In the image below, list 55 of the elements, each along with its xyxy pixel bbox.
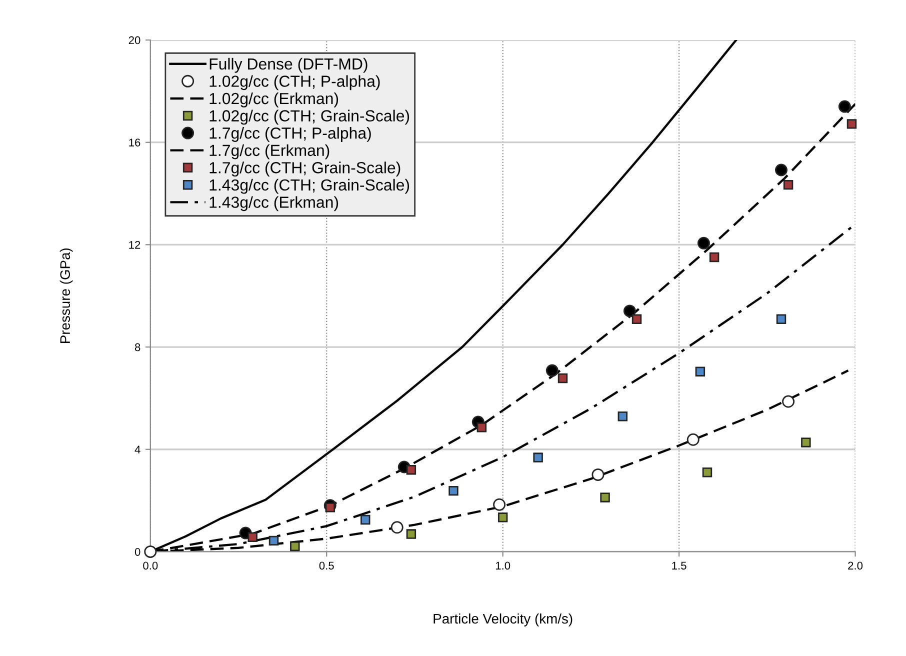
point (782, 395, 795, 408)
y-tick-label: 8 (134, 343, 140, 352)
point (632, 314, 642, 324)
legend-label: 1.02g/cc (Erkman) (210, 92, 338, 108)
y-tick-label: 4 (134, 446, 140, 454)
legend-label: 1.7g/cc (Erkman) (210, 144, 330, 160)
point (623, 304, 636, 318)
x-tick-label: 1.5 (672, 562, 686, 570)
x-axis-title: Particle Velocity (km/s) (434, 613, 572, 626)
point (248, 532, 258, 542)
point (476, 422, 487, 432)
legend-label: Fully Dense (DFT-MD) (210, 58, 368, 73)
point (709, 252, 720, 262)
legend-label: 1.7g/cc (CTH; Grain-Scale) (210, 162, 400, 177)
point (838, 100, 851, 113)
point (846, 119, 857, 129)
y-tick-label: 0 (134, 548, 140, 556)
point (493, 498, 506, 511)
point (325, 502, 335, 512)
point (558, 373, 568, 384)
point (783, 180, 794, 190)
x-tick-label: 0.5 (319, 562, 334, 570)
y-tick-label: 20 (128, 36, 140, 44)
point (448, 486, 458, 496)
point (546, 364, 558, 377)
point (618, 411, 628, 422)
point (498, 512, 508, 522)
point (360, 514, 370, 525)
point (406, 464, 416, 475)
point (406, 529, 416, 539)
legend-label: 1.43g/cc (CTH; Grain-Scale) (210, 178, 410, 194)
legend-label: 1.7g/cc (CTH; P-alpha) (210, 127, 371, 142)
point (290, 541, 300, 552)
point (695, 366, 706, 376)
y-tick-label: 16 (129, 138, 140, 146)
point (702, 468, 712, 478)
point (801, 438, 811, 448)
point (776, 314, 786, 324)
y-axis-title: Pressure (GPa) (60, 248, 73, 343)
x-tick-label: 0.0 (143, 562, 158, 570)
legend-label: 1.02g/cc (CTH; P-alpha) (210, 75, 380, 90)
point (600, 492, 610, 502)
legend-label: 1.43g/cc (Erkman) (210, 196, 338, 212)
point (144, 545, 157, 558)
y-tick-label: 12 (129, 240, 140, 249)
x-tick-label: 2.0 (848, 562, 863, 570)
legend-label: 1.02g/cc (CTH; Grain-Scale) (210, 110, 410, 125)
point (390, 521, 404, 534)
x-tick-label: 1.0 (496, 562, 510, 570)
point (592, 468, 604, 481)
point (268, 536, 279, 546)
point (697, 236, 710, 250)
point (686, 433, 700, 446)
point (775, 164, 788, 176)
point (533, 452, 543, 462)
